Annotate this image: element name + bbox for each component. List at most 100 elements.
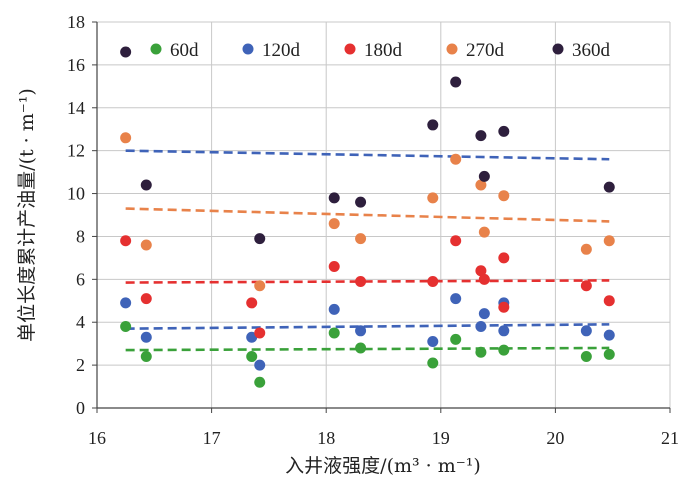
point-120d — [427, 336, 439, 348]
legend-label-120d: 120d — [262, 40, 301, 61]
point-270d — [328, 218, 340, 230]
trendline-120d — [125, 323, 610, 330]
axes — [92, 21, 671, 413]
point-120d — [498, 325, 510, 337]
point-180d — [450, 235, 462, 247]
x-tick-label: 20 — [546, 428, 564, 448]
point-270d — [498, 190, 510, 202]
trendline-270d — [125, 207, 610, 223]
x-tick-label: 18 — [317, 428, 335, 448]
point-180d — [478, 273, 490, 285]
point-360d — [427, 119, 439, 131]
point-360d — [120, 46, 132, 58]
legend-marker-120d — [242, 43, 254, 55]
x-tick-label: 19 — [432, 428, 450, 448]
point-120d — [120, 297, 132, 309]
point-270d — [355, 233, 367, 245]
x-tick-label: 17 — [203, 428, 221, 448]
point-360d — [603, 181, 615, 193]
point-360d — [328, 192, 340, 204]
y-tick-label: 0 — [76, 398, 85, 418]
point-180d — [355, 275, 367, 287]
x-tick-labels: 16 17 18 19 20 21 — [88, 428, 679, 448]
trendline-360d — [125, 149, 610, 161]
point-270d — [120, 132, 132, 144]
legend-marker-60d — [150, 43, 162, 55]
point-60d — [254, 376, 266, 388]
point-120d — [355, 325, 367, 337]
trendlines — [125, 149, 610, 352]
point-180d — [120, 235, 132, 247]
point-270d — [254, 280, 266, 292]
point-360d — [254, 233, 266, 245]
point-360d — [498, 125, 510, 137]
legend-label-270d: 270d — [466, 40, 505, 61]
point-270d — [603, 235, 615, 247]
point-180d — [498, 301, 510, 313]
point-120d — [328, 303, 340, 315]
trendline-60d — [125, 346, 610, 352]
point-180d — [427, 275, 439, 287]
y-tick-label: 2 — [76, 355, 85, 375]
point-120d — [450, 293, 462, 305]
y-tick-label: 14 — [67, 98, 85, 118]
x-axis-title: 入井液强度/(m³ · m⁻¹) — [285, 455, 481, 477]
point-270d — [427, 192, 439, 204]
legend-marker-270d — [446, 43, 458, 55]
y-tick-label: 4 — [76, 312, 85, 332]
point-120d — [140, 331, 152, 343]
point-60d — [246, 351, 258, 363]
x-tick-label: 16 — [88, 428, 106, 448]
point-60d — [120, 321, 132, 333]
trendline-180d — [125, 279, 610, 284]
y-tick-label: 18 — [67, 12, 85, 32]
point-180d — [603, 295, 615, 307]
point-180d — [328, 260, 340, 272]
point-120d — [475, 321, 487, 333]
point-180d — [246, 297, 258, 309]
point-60d — [355, 342, 367, 354]
legend-label-180d: 180d — [364, 40, 403, 61]
point-120d — [254, 359, 266, 371]
point-180d — [254, 327, 266, 339]
legend: 60d 120d 180d 270d 360d — [150, 40, 611, 61]
point-180d — [580, 280, 592, 292]
y-axis-title: 单位长度累计产油量/(t · m⁻¹) — [16, 88, 38, 342]
point-60d — [328, 327, 340, 339]
point-60d — [475, 346, 487, 358]
y-tick-label: 10 — [67, 184, 85, 204]
point-60d — [450, 333, 462, 345]
legend-label-60d: 60d — [170, 40, 199, 61]
point-120d — [603, 329, 615, 341]
point-60d — [140, 351, 152, 363]
gridlines — [97, 21, 671, 408]
point-270d — [475, 179, 487, 191]
y-tick-label: 8 — [76, 226, 85, 246]
point-60d — [580, 351, 592, 363]
y-tick-label: 16 — [67, 55, 85, 75]
point-270d — [580, 243, 592, 255]
point-270d — [450, 153, 462, 165]
point-270d — [140, 239, 152, 251]
legend-marker-180d — [344, 43, 356, 55]
y-tick-labels: 0 2 4 6 8 10 12 14 16 18 — [67, 12, 85, 418]
legend-marker-360d — [552, 43, 564, 55]
point-270d — [478, 226, 490, 238]
y-tick-label: 12 — [67, 141, 85, 161]
point-60d — [498, 344, 510, 356]
point-120d — [580, 325, 592, 337]
y-tick-label: 6 — [76, 269, 85, 289]
point-360d — [450, 76, 462, 88]
point-180d — [140, 293, 152, 305]
data-points — [120, 46, 615, 388]
point-360d — [478, 170, 490, 182]
point-60d — [603, 348, 615, 360]
point-360d — [140, 179, 152, 191]
point-360d — [475, 130, 487, 142]
legend-label-360d: 360d — [572, 40, 611, 61]
point-180d — [475, 265, 487, 277]
point-60d — [427, 357, 439, 369]
point-360d — [355, 196, 367, 208]
point-120d — [478, 308, 490, 320]
